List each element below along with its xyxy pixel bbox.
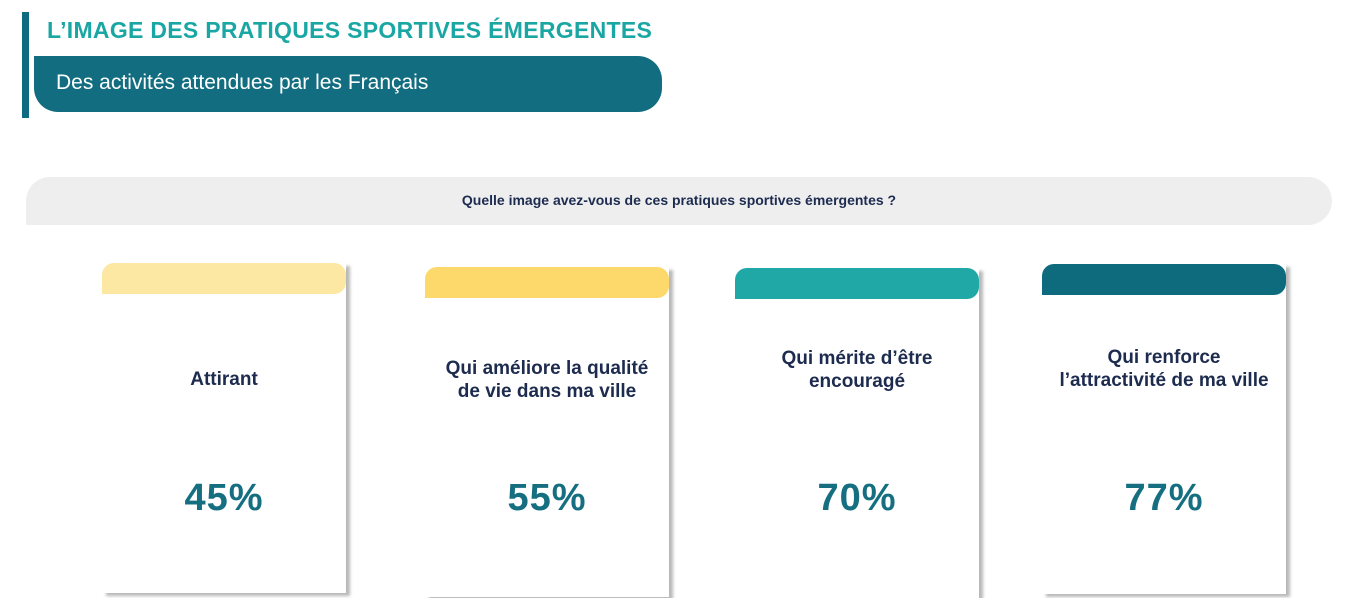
card-value: 55% [507,477,587,519]
card-label: Qui renforce l’attractivité de ma ville [1059,347,1269,391]
title-accent-bar [22,12,29,118]
card-header [425,267,669,298]
card-header [1042,264,1286,295]
card-value: 45% [184,477,264,519]
card-header [735,268,979,299]
card-label: Attirant [190,368,258,390]
question-bar: Quelle image avez-vous de ces pratiques … [26,177,1332,225]
stat-card-attirant: Attirant 45% [102,263,346,593]
card-value: 70% [817,477,897,519]
card-header [102,263,346,294]
question-text: Quelle image avez-vous de ces pratiques … [461,192,897,208]
stat-card-attractivite: Qui renforce l’attractivité de ma ville … [1042,264,1286,594]
card-value: 77% [1124,477,1204,519]
subtitle-banner: Des activités attendues par les Français [34,56,662,112]
page-title: L’IMAGE DES PRATIQUES SPORTIVES ÉMERGENT… [47,17,653,43]
card-label: Qui améliore la qualité de vie dans ma v… [445,358,649,402]
subtitle-text: Des activités attendues par les Français [56,71,429,94]
stat-card-encourage: Qui mérite d’être encouragé 70% [735,268,979,598]
stat-card-qualite-de-vie: Qui améliore la qualité de vie dans ma v… [425,267,669,597]
card-label: Qui mérite d’être encouragé [781,348,933,392]
